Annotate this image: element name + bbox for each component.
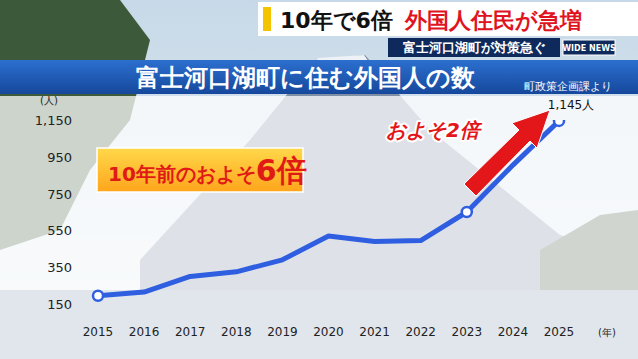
headline-box [258,2,638,36]
data-marker [554,120,564,126]
plot-area [93,120,564,301]
subheadline: 富士河口湖町が対策急ぐ [403,40,546,55]
data-line [98,121,559,296]
annotation: およそ2倍 [386,118,483,142]
annotation-part: 10年前のおよそ [108,162,256,186]
headline: 10年で6倍外国人住民が急増 [280,8,582,33]
y-tick-label: 550 [47,223,72,238]
chart-panel [0,96,638,359]
page: {"header": {"headline": "10年で6倍", "headl… [0,0,638,359]
y-tick-label: 750 [47,187,72,202]
x-tick-label: 2021 [359,325,390,339]
data-label: 1,145人 [548,98,594,112]
x-tick-label: 2017 [175,325,206,339]
x-tick-label: 2024 [498,325,529,339]
x-tick-label: 2018 [221,325,252,339]
logo: WIDE NEWS [562,44,616,53]
data-marker [93,291,103,301]
annotation-part: 6倍 [256,153,307,188]
x-tick-label: 2023 [452,325,483,339]
x-tick-label: 2020 [313,325,344,339]
x-tick-label: 2022 [405,325,436,339]
chart-title: 富士河口湖町に住む外国人の数 [136,64,476,92]
subheadline-box [388,38,560,57]
x-tick-label: 2025 [544,325,575,339]
x-tick-label: 2016 [129,325,160,339]
x-tick-label: 2015 [83,325,114,339]
source: 町政策企画課より [524,80,612,93]
data-marker [462,207,472,217]
y-tick-label: 950 [47,150,72,165]
title-band [0,60,638,94]
headline-emphasis: 外国人住民が急増 [404,8,582,33]
y-axis-label: (人) [40,95,58,106]
y-tick-label: 150 [47,297,72,312]
y-tick-label: 1,150 [35,113,72,128]
chart-svg: 10年で6倍外国人住民が急増富士河口湖町が対策急ぐ WIDE NEWS 富士河口湖町… [0,0,638,359]
background [0,0,638,359]
annotation: 10年前のおよそ6倍 [108,153,307,188]
x-tick-label: 2019 [267,325,298,339]
x-axis-label: (年) [598,327,616,338]
headline-accent [263,7,271,31]
y-tick-label: 350 [47,260,72,275]
headline-part: 10年で6倍 [280,8,393,33]
logo-box [563,40,615,55]
